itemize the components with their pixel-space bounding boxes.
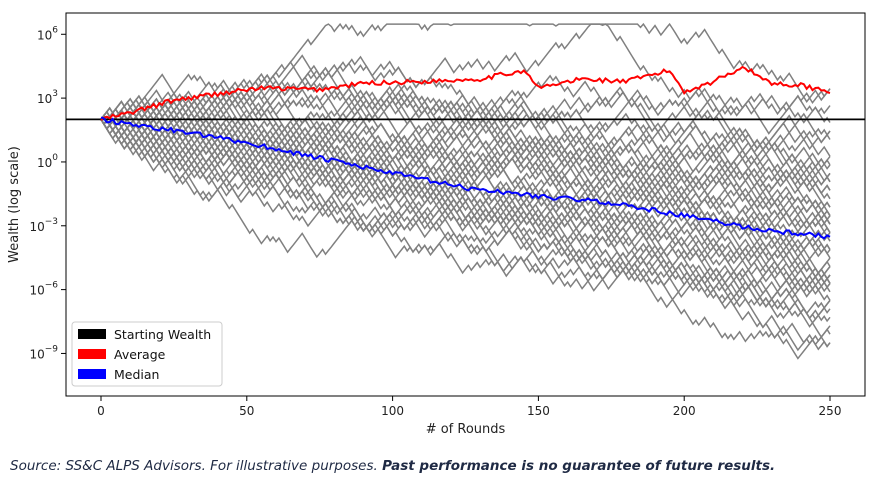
x-tick-label: 50 bbox=[239, 404, 254, 418]
y-axis-label: Wealth (log scale) bbox=[7, 146, 22, 263]
simulated-path bbox=[100, 119, 831, 291]
x-tick-label: 250 bbox=[819, 404, 842, 418]
simulated-path bbox=[100, 89, 831, 284]
x-tick-label: 100 bbox=[381, 404, 404, 418]
axes: 0 50 100 150 200 250 10−9 10−6 10−3 100 103 106 # of… bbox=[7, 12, 866, 437]
median-line bbox=[100, 116, 831, 240]
footnote-disclaimer: Past performance is no guarantee of futu… bbox=[382, 458, 776, 474]
y-tick-label: 10−3 bbox=[29, 217, 58, 234]
legend-label: Average bbox=[114, 347, 166, 362]
simulated-paths bbox=[100, 22, 831, 360]
y-tick-label: 10−9 bbox=[29, 344, 58, 361]
legend: Starting Wealth Average Median bbox=[71, 321, 223, 387]
legend-swatch bbox=[78, 369, 106, 379]
simulated-path bbox=[100, 119, 831, 263]
average-line bbox=[100, 65, 831, 121]
simulated-path bbox=[100, 75, 831, 154]
y-tick-label: 106 bbox=[37, 25, 58, 42]
simulated-path bbox=[100, 23, 831, 135]
footnote: Source: SS&C ALPS Advisors. For illustra… bbox=[10, 458, 775, 474]
y-tick-label: 103 bbox=[37, 89, 58, 106]
legend-label: Median bbox=[114, 367, 159, 382]
legend-box bbox=[71, 321, 223, 387]
x-tick-label: 200 bbox=[673, 404, 696, 418]
legend-swatch bbox=[78, 329, 106, 339]
wealth-chart: 0 50 100 150 200 250 10−9 10−6 10−3 100 103 106 # of… bbox=[7, 12, 866, 437]
x-tick-label: 150 bbox=[527, 404, 550, 418]
plot-frame bbox=[65, 12, 866, 397]
x-axis-label: # of Rounds bbox=[426, 422, 506, 437]
simulated-path bbox=[100, 114, 831, 351]
simulated-path bbox=[100, 101, 831, 189]
y-tick-label: 100 bbox=[37, 153, 58, 170]
legend-label: Starting Wealth bbox=[114, 327, 211, 342]
simulated-path bbox=[100, 60, 831, 188]
footnote-text: Source: SS&C ALPS Advisors. For illustra… bbox=[10, 458, 383, 474]
legend-swatch bbox=[78, 349, 106, 359]
y-tick-label: 10−6 bbox=[29, 281, 58, 298]
x-tick-label: 0 bbox=[97, 404, 105, 418]
simulated-path bbox=[100, 103, 831, 224]
series-layer bbox=[66, 65, 865, 240]
simulated-path bbox=[100, 22, 831, 137]
